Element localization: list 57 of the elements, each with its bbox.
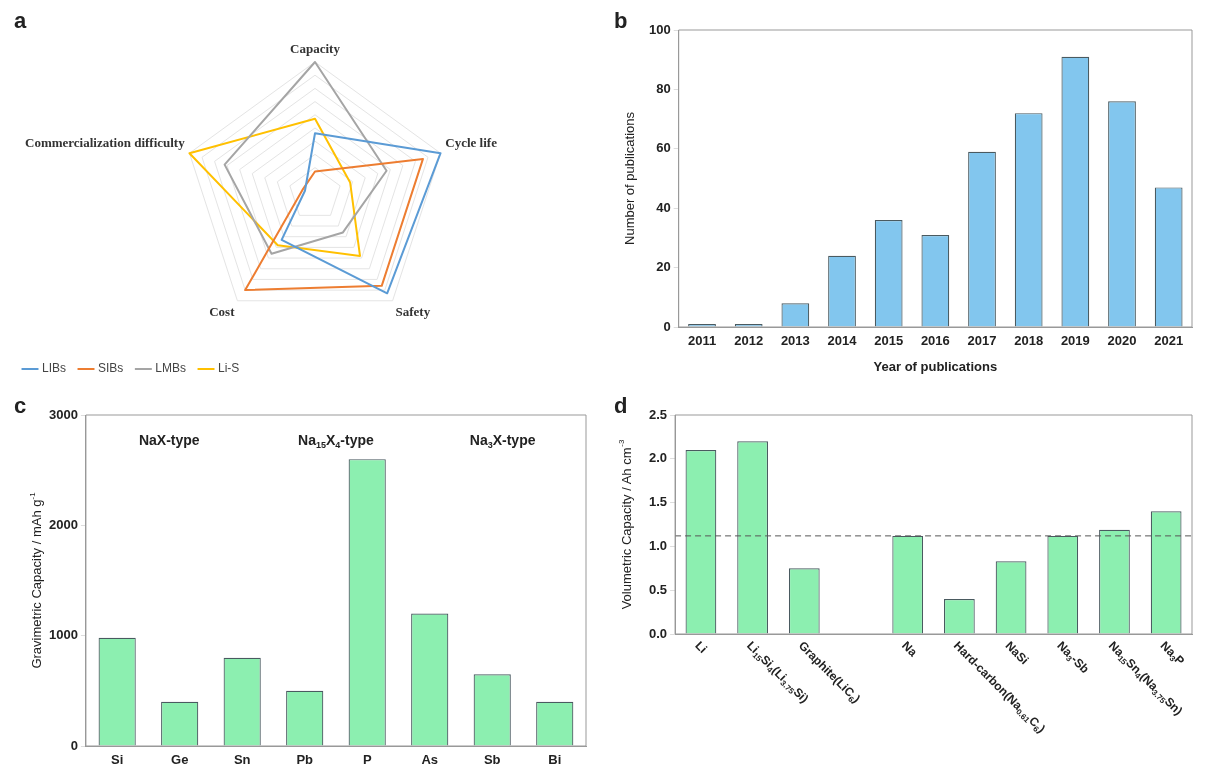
y-tick-label: 0 <box>663 318 671 334</box>
x-tick-label: Bi <box>548 751 562 767</box>
x-axis-title: Year of publications <box>873 358 998 374</box>
y-axis-title: Number of publications <box>622 111 638 245</box>
x-tick-label: Na3-Sb <box>1054 638 1092 677</box>
y-tick-label: 80 <box>656 80 671 96</box>
chart-title: d <box>614 393 628 419</box>
legend-label: Li-S <box>218 361 240 376</box>
y-tick-label: 1.0 <box>648 537 668 553</box>
x-tick-label: Si <box>111 751 124 767</box>
y-tick-label: 0.5 <box>648 581 668 597</box>
y-tick-label: 3000 <box>49 406 78 422</box>
legend-label: LIBs <box>42 361 67 376</box>
y-tick-label: 2000 <box>49 516 78 532</box>
legend-label: LMBs <box>155 361 187 376</box>
y-tick-label: 20 <box>656 259 671 275</box>
x-tick-label: 2020 <box>1107 332 1137 348</box>
x-tick-label: Sn <box>233 751 251 767</box>
y-axis-title: Gravimetric Capacity / mAh g-1 <box>27 491 45 669</box>
y-tick-label: 1.5 <box>648 494 668 510</box>
x-tick-label: As <box>421 751 439 767</box>
spoke-label: Capacity <box>290 40 341 56</box>
y-tick-label: 60 <box>656 140 671 156</box>
y-tick-label: 100 <box>648 21 671 37</box>
chart-title: b <box>614 8 628 34</box>
y-tick-label: 40 <box>656 199 671 215</box>
x-tick-label: Ge <box>171 751 189 767</box>
x-tick-label: 2021 <box>1154 332 1184 348</box>
spoke-label: Cycle life <box>445 135 498 151</box>
y-tick-label: 0 <box>70 737 78 753</box>
x-tick-label: 2012 <box>734 332 764 348</box>
y-tick-label: 1000 <box>49 627 78 643</box>
spoke-label: Commercialization difficulty <box>25 135 186 151</box>
x-tick-label: 2017 <box>967 332 997 348</box>
x-tick-label: P <box>362 751 372 767</box>
x-tick-label: 2019 <box>1060 332 1090 348</box>
annotation: NaX-type <box>138 431 200 448</box>
x-tick-label: 2016 <box>920 332 950 348</box>
x-tick-label: 2018 <box>1014 332 1044 348</box>
y-axis-title: Volumetric Capacity / Ah cm-3 <box>617 439 634 610</box>
x-tick-label: 2013 <box>780 332 810 348</box>
spoke-label: Cost <box>209 304 236 319</box>
x-tick-label: Sb <box>483 751 501 767</box>
y-tick-label: 0.0 <box>648 625 668 641</box>
x-tick-label: 2015 <box>874 332 904 348</box>
chart-title: a <box>14 8 27 34</box>
x-tick-label: Na <box>899 638 921 660</box>
x-tick-label: 2011 <box>687 332 717 348</box>
legend-label: SIBs <box>98 361 124 376</box>
chart-title: c <box>14 393 27 419</box>
x-tick-label: 2014 <box>827 332 858 348</box>
x-tick-label: Pb <box>296 751 314 767</box>
x-tick-label: Li <box>692 638 710 657</box>
y-tick-label: 2.0 <box>648 450 668 466</box>
spoke-label: Safety <box>395 304 431 319</box>
y-tick-label: 2.5 <box>648 406 668 422</box>
x-tick-label: Na3P <box>1157 638 1188 669</box>
